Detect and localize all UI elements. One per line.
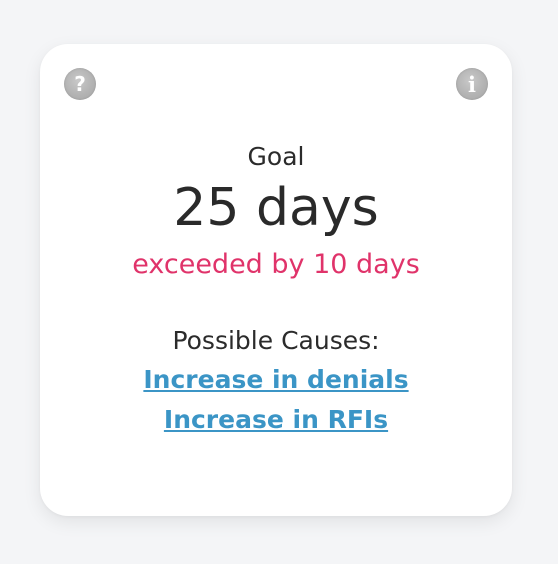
- info-icon[interactable]: i: [456, 68, 488, 100]
- possible-causes-label: Possible Causes:: [172, 326, 380, 355]
- cause-link-rfis[interactable]: Increase in RFIs: [163, 405, 389, 434]
- goal-label: Goal: [247, 142, 305, 171]
- cause-link-denials[interactable]: Increase in denials: [143, 365, 409, 394]
- goal-content: Goal 25 days exceeded by 10 days Possibl…: [40, 140, 512, 440]
- goal-card: ? i Goal 25 days exceeded by 10 days Pos…: [40, 44, 512, 516]
- goal-value: 25 days: [173, 178, 379, 238]
- exceeded-status: exceeded by 10 days: [132, 249, 420, 280]
- help-icon[interactable]: ?: [64, 68, 96, 100]
